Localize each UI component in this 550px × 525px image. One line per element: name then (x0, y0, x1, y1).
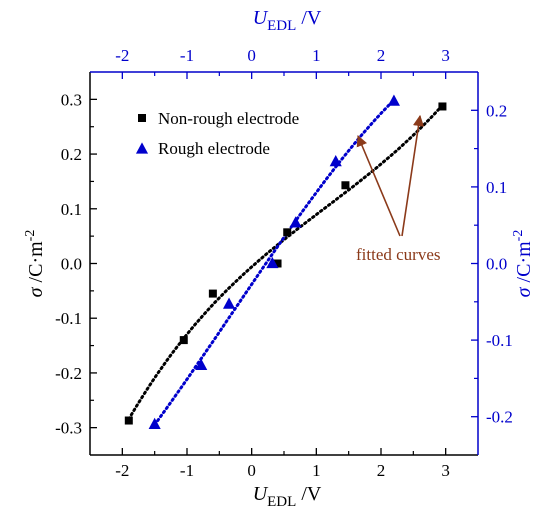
right-tick-label: -0.2 (486, 408, 513, 427)
legend-label-series-2: Rough electrode (158, 139, 270, 158)
data-point-series-1 (124, 416, 133, 425)
data-point-series-2 (195, 358, 208, 370)
right-tick-label: 0.0 (486, 255, 507, 274)
data-point-series-2 (329, 155, 342, 167)
left-tick-label: 0.1 (61, 200, 82, 219)
legend-label-series-1: Non-rough electrode (158, 109, 299, 128)
legend-marker-series-2 (135, 142, 149, 154)
bottom-axis-title: UEDL /V (253, 483, 322, 510)
annotation-label: fitted curves (356, 245, 441, 264)
data-point-series-1 (273, 259, 282, 268)
legend-marker-series-1 (138, 114, 146, 122)
data-point-series-2 (148, 417, 161, 429)
bottom-tick-label: -2 (115, 461, 129, 480)
bottom-tick-label: 3 (441, 461, 450, 480)
data-point-series-1 (341, 181, 350, 190)
left-tick-label: -0.3 (55, 419, 82, 438)
right-tick-label: 0.1 (486, 178, 507, 197)
top-tick-label: 2 (377, 46, 386, 65)
left-tick-label: 0.3 (61, 90, 82, 109)
top-tick-label: -1 (180, 46, 194, 65)
data-point-series-2 (266, 256, 279, 269)
data-point-series-1 (283, 228, 292, 237)
fitted-curve-series-1 (127, 103, 444, 421)
left-tick-label: -0.2 (55, 364, 82, 383)
right-tick-label: -0.1 (486, 331, 513, 350)
left-tick-label: 0.0 (61, 255, 82, 274)
data-point-series-2 (289, 216, 302, 228)
data-point-series-1 (179, 336, 188, 345)
right-tick-label: 0.2 (486, 101, 507, 120)
annotation-arrow-2 (401, 114, 425, 237)
top-tick-label: 0 (247, 46, 256, 65)
data-point-series-2 (222, 297, 236, 309)
fitted-curve-series-2 (153, 98, 396, 427)
bottom-tick-label: 1 (312, 461, 321, 480)
top-tick-label: 3 (441, 46, 450, 65)
data-point-series-1 (208, 289, 217, 298)
bottom-tick-label: -1 (180, 461, 194, 480)
data-point-series-1 (438, 102, 447, 111)
annotation-arrow-1 (356, 134, 401, 237)
top-axis-title: UEDL /V (253, 7, 322, 34)
right-axis-title: σ /C·m-2 (511, 230, 535, 298)
left-axis-title: σ /C·m-2 (23, 230, 47, 298)
bottom-tick-label: 2 (377, 461, 386, 480)
top-tick-label: 1 (312, 46, 321, 65)
top-tick-label: -2 (115, 46, 129, 65)
left-tick-label: 0.2 (61, 145, 82, 164)
data-point-series-2 (387, 94, 400, 106)
left-tick-label: -0.1 (55, 309, 82, 328)
bottom-tick-label: 0 (247, 461, 256, 480)
